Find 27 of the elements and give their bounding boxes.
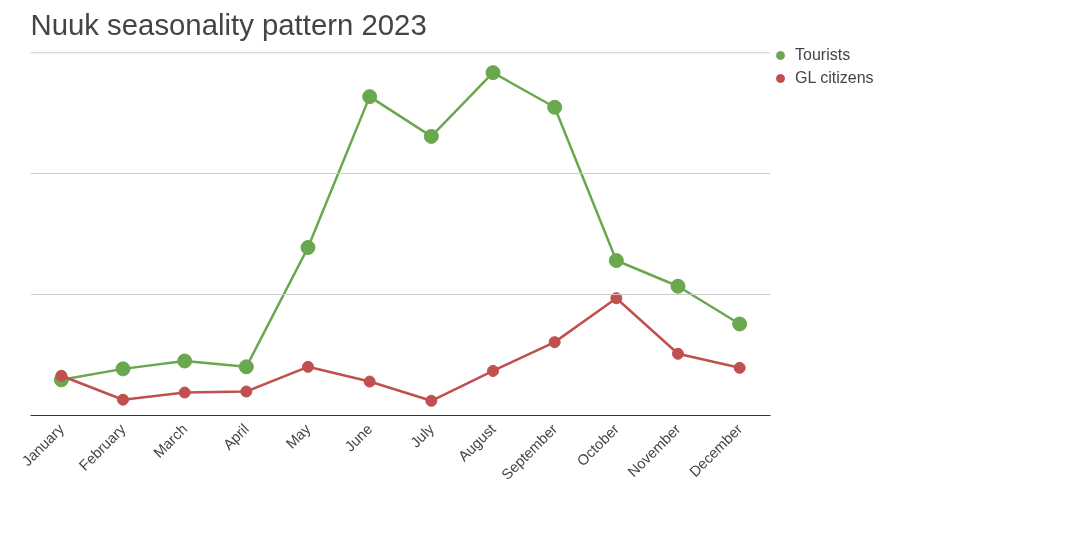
point bbox=[238, 359, 254, 375]
x-tick-label: July bbox=[407, 420, 438, 451]
point bbox=[362, 89, 378, 105]
point bbox=[732, 316, 748, 332]
point bbox=[55, 369, 68, 382]
point bbox=[547, 99, 563, 115]
point bbox=[115, 361, 131, 377]
point bbox=[485, 65, 501, 81]
point bbox=[300, 240, 316, 255]
point bbox=[670, 278, 686, 294]
point bbox=[548, 336, 561, 349]
legend-label: GL citizens bbox=[795, 69, 875, 87]
point bbox=[363, 375, 376, 388]
point bbox=[423, 128, 439, 144]
point bbox=[608, 253, 624, 269]
point bbox=[117, 393, 129, 406]
point bbox=[302, 360, 314, 373]
point bbox=[425, 394, 438, 407]
point bbox=[178, 386, 191, 399]
point bbox=[487, 364, 499, 377]
point bbox=[610, 292, 623, 305]
point bbox=[733, 361, 746, 374]
legend-label: Tourists bbox=[795, 46, 852, 64]
chart-title: Nuuk seasonality pattern 2023 bbox=[30, 7, 427, 41]
point bbox=[240, 385, 253, 398]
point bbox=[177, 353, 193, 369]
point bbox=[672, 347, 684, 360]
